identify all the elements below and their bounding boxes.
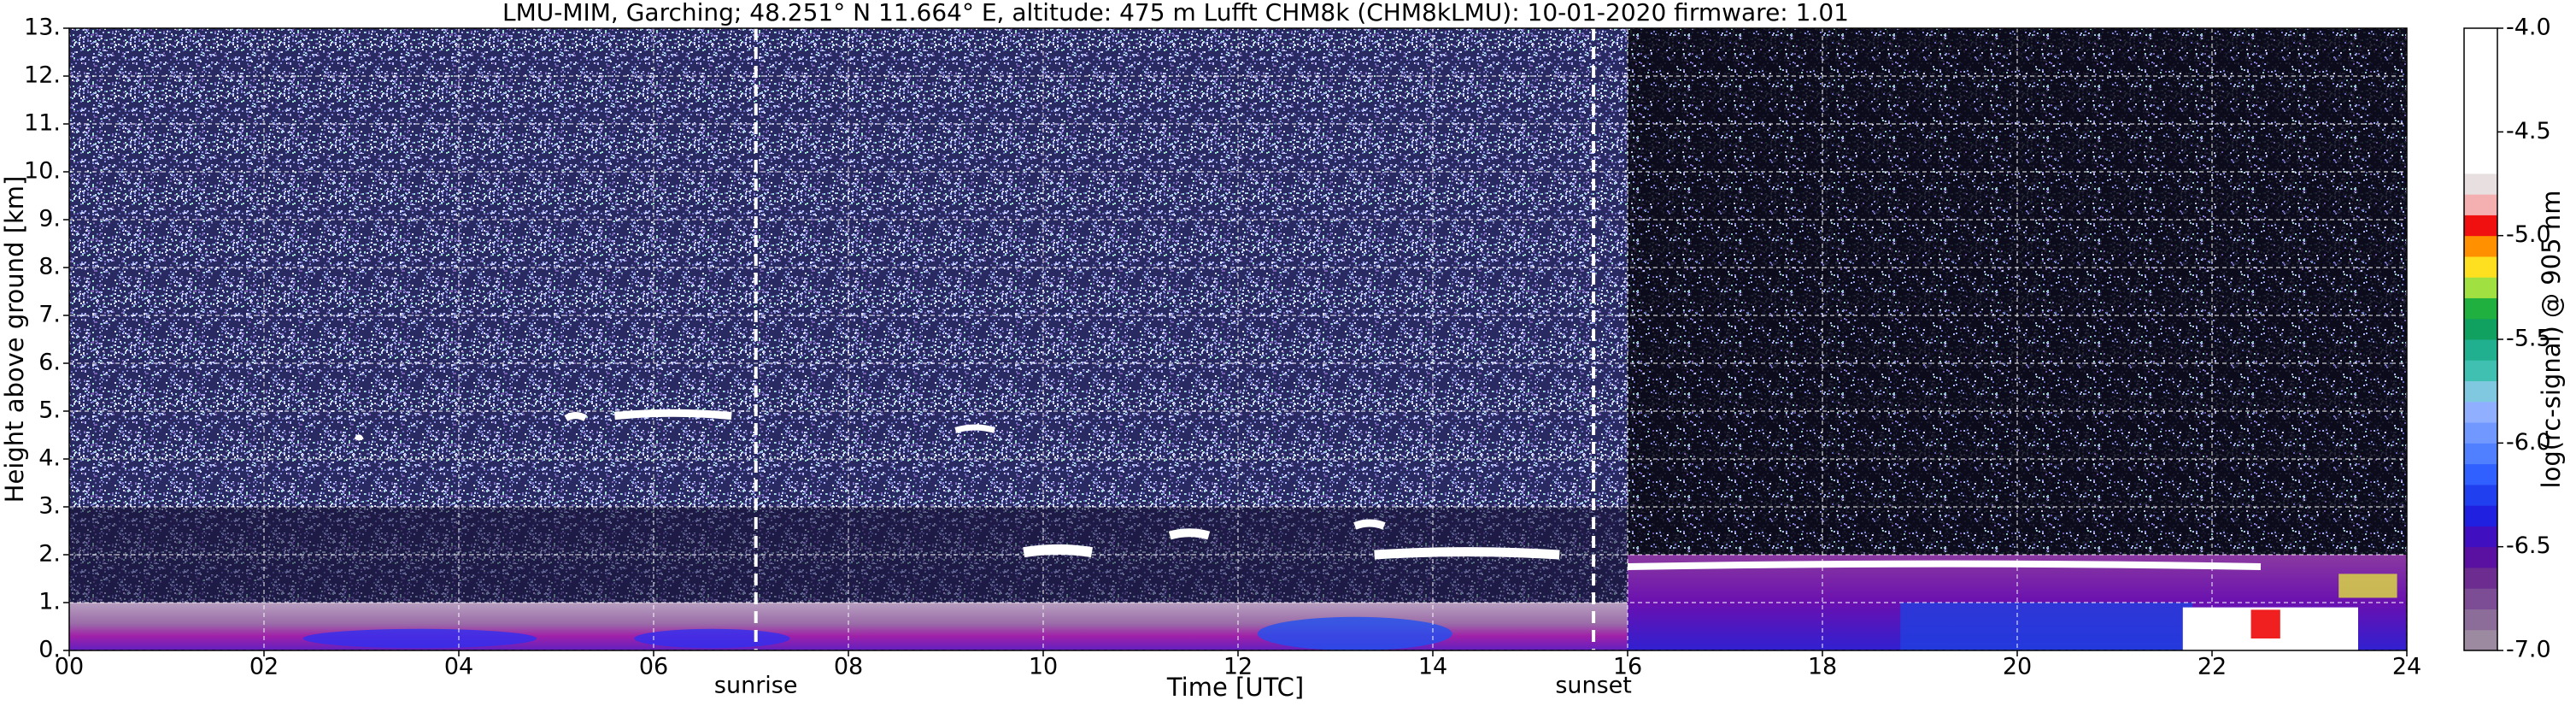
x-tick-label: 16: [1613, 654, 1642, 680]
colorbar-swatch: [2464, 546, 2497, 568]
colorbar-swatch: [2464, 277, 2497, 298]
blue-patch: [1257, 616, 1452, 651]
colorbar-swatch: [2464, 463, 2497, 485]
colorbar-swatch: [2464, 360, 2497, 382]
colorbar-swatch: [2464, 173, 2497, 195]
colorbar-swatch: [2464, 401, 2497, 423]
colorbar-swatch: [2464, 132, 2497, 154]
colorbar-swatch: [2464, 215, 2497, 237]
y-tick-label: 5.: [38, 397, 61, 424]
x-tick-label: 06: [639, 654, 668, 680]
cloud-streak: [354, 434, 364, 441]
colorbar-label: log(rc-signal) @ 905 nm: [2537, 191, 2566, 489]
annotation-label: sunset: [1555, 673, 1632, 699]
y-tick-label: 11.: [24, 110, 61, 137]
y-tick-label: 6.: [38, 350, 61, 376]
y-tick-label: 10.: [24, 158, 61, 185]
colorbar-tick-label: -5.5: [2506, 326, 2551, 352]
x-axis-label: Time [UTC]: [1166, 673, 1304, 702]
annotation-label: sunrise: [714, 673, 798, 699]
y-tick-label: 9.: [38, 206, 61, 232]
x-tick-label: 14: [1418, 654, 1447, 680]
colorbar-swatch: [2464, 443, 2497, 465]
y-tick-label: 8.: [38, 254, 61, 280]
x-tick-label: 18: [1808, 654, 1837, 680]
colorbar-tick-label: -6.0: [2506, 429, 2551, 456]
colorbar-swatch: [2464, 588, 2497, 609]
colorbar-swatch: [2464, 380, 2497, 403]
colorbar-swatch: [2464, 49, 2497, 71]
x-tick-label: 00: [55, 654, 84, 680]
colorbar-swatch: [2464, 629, 2497, 651]
y-tick-label: 1.: [38, 589, 61, 615]
colorbar-tick-label: -5.0: [2506, 221, 2551, 248]
cloud-streak: [1353, 519, 1386, 530]
x-tick-label: 08: [834, 654, 863, 680]
cloud-streak: [1627, 560, 2262, 570]
y-axis-label: Height above ground [km]: [0, 176, 29, 503]
x-tick-label: 22: [2198, 654, 2227, 680]
yellow-patch: [2338, 574, 2397, 598]
x-tick-label: 04: [444, 654, 473, 680]
x-tick-label: 24: [2392, 654, 2421, 680]
colorbar-swatch: [2464, 339, 2497, 361]
x-tick-label: 12: [1223, 654, 1253, 680]
y-tick-label: 12.: [24, 62, 61, 89]
colorbar-swatch: [2464, 256, 2497, 278]
colorbar-swatch: [2464, 422, 2497, 444]
chart-title: LMU-MIM, Garching; 48.251° N 11.664° E, …: [502, 0, 1849, 26]
y-tick-label: 13.: [24, 15, 61, 41]
x-tick-label: 20: [2003, 654, 2032, 680]
colorbar-swatch: [2464, 297, 2497, 320]
colorbar-swatch: [2464, 28, 2497, 50]
blue-patch: [1900, 603, 2193, 650]
colorbar-tick-label: -4.5: [2506, 118, 2551, 144]
x-tick-label: 10: [1029, 654, 1058, 680]
colorbar-tick-label: -4.0: [2506, 15, 2551, 41]
colorbar-swatch: [2464, 484, 2497, 506]
red-patch: [2250, 609, 2280, 638]
y-tick-label: 7.: [38, 302, 61, 328]
y-tick-label: 0.: [38, 637, 61, 663]
blue-patch: [302, 628, 537, 649]
colorbar-swatch: [2464, 526, 2497, 548]
blue-patch: [634, 628, 790, 649]
cloud-streak: [564, 412, 588, 421]
colorbar-swatch: [2464, 505, 2497, 527]
colorbar-tick-label: -6.5: [2506, 532, 2551, 559]
x-tick-label: 02: [249, 654, 279, 680]
cloud-streak: [1374, 547, 1560, 560]
colorbar-swatch: [2464, 90, 2497, 112]
colorbar-swatch: [2464, 69, 2497, 91]
axes: 0. 1. 2. 3. 4. 5. 6. 7. 8. 9. 10. 11. 12. 13. 00 02 04 06…: [24, 15, 2421, 699]
cloud-streak: [1168, 528, 1211, 540]
colorbar-swatch: [2464, 567, 2497, 589]
y-tick-label: 3.: [38, 493, 61, 520]
cloud-streak: [613, 409, 732, 421]
colorbar-swatch: [2464, 194, 2497, 215]
y-tick-label: 2.: [38, 541, 61, 568]
y-tick-label: 4.: [38, 445, 61, 472]
cloud-streak: [954, 424, 995, 433]
colorbar-tick-label: -7.0: [2506, 637, 2551, 663]
colorbar-swatch: [2464, 235, 2497, 257]
colorbar-swatch: [2464, 111, 2497, 132]
colorbar-swatch: [2464, 609, 2497, 631]
colorbar-swatch: [2464, 318, 2497, 340]
colorbar-swatch: [2464, 152, 2497, 174]
plot-frame: [68, 27, 2408, 651]
cloud-streak: [1023, 544, 1093, 558]
